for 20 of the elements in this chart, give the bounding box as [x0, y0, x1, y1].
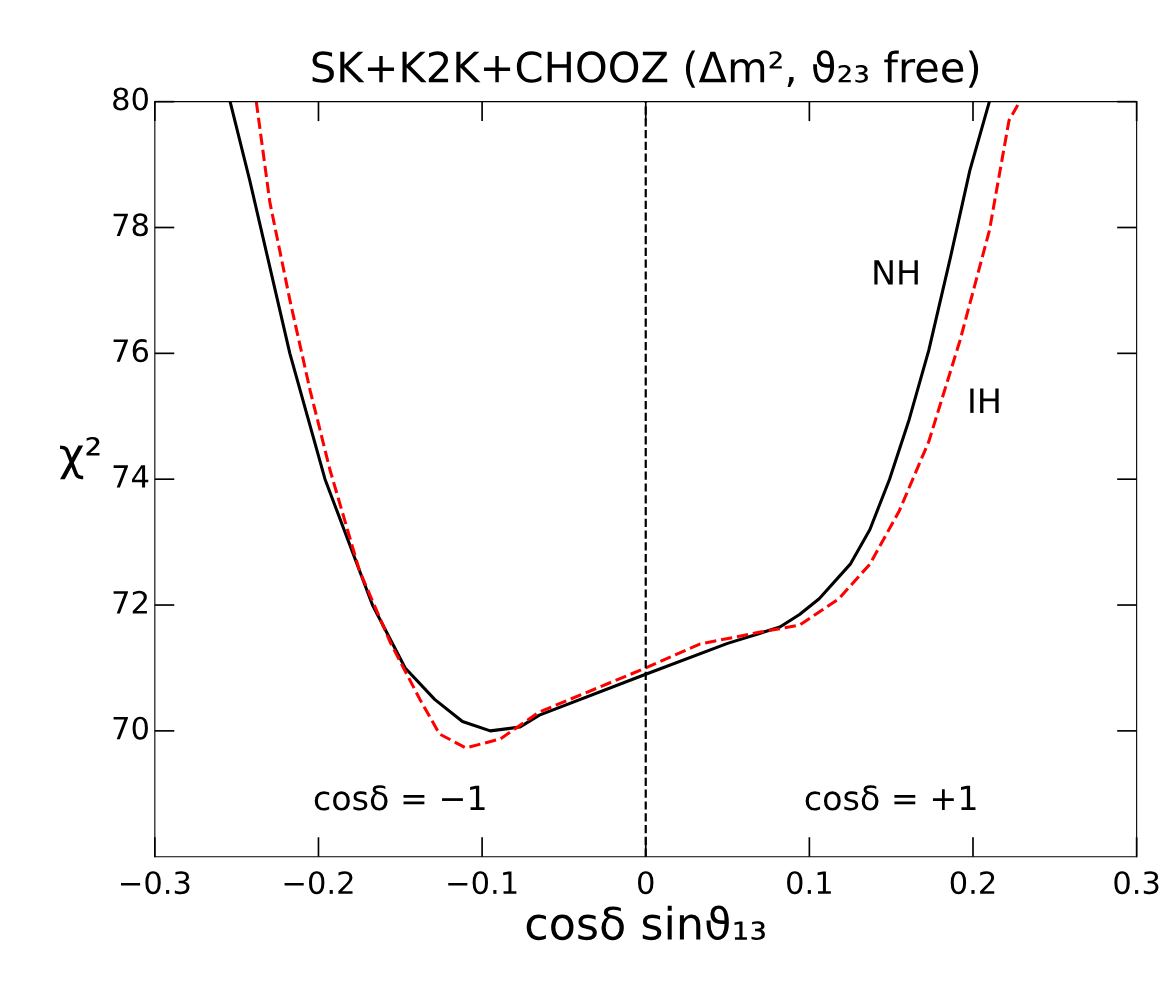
x-tick-label: −0.2 — [284, 871, 353, 895]
y-tick-label: 80 — [113, 87, 148, 111]
y-tick-label: 74 — [113, 465, 149, 488]
x-tick-label: −0.3 — [120, 871, 190, 895]
y-axis-title: χ² — [60, 436, 100, 480]
annotation: cosδ = −1 — [314, 785, 485, 811]
y-tick-label: 76 — [113, 339, 149, 363]
y-tick-label: 72 — [113, 590, 147, 614]
x-tick-label: 0.1 — [787, 871, 831, 895]
y-tick-label: 70 — [113, 716, 148, 740]
series-label: IH — [970, 388, 999, 413]
x-tick-label: −0.1 — [448, 871, 517, 895]
x-tick-label: 0 — [638, 871, 654, 895]
y-tick-label: 78 — [113, 213, 148, 237]
x-axis-title: cosδ sinϑ₁₃ — [526, 905, 765, 941]
series-label: NH — [874, 260, 918, 285]
x-tick-label: 0.2 — [950, 871, 995, 895]
chart-title: SK+K2K+CHOOZ (Δm², ϑ₂₃ free) — [312, 50, 979, 88]
annotation: cosδ = +1 — [805, 785, 976, 811]
x-tick-label: 0.3 — [1114, 871, 1159, 895]
